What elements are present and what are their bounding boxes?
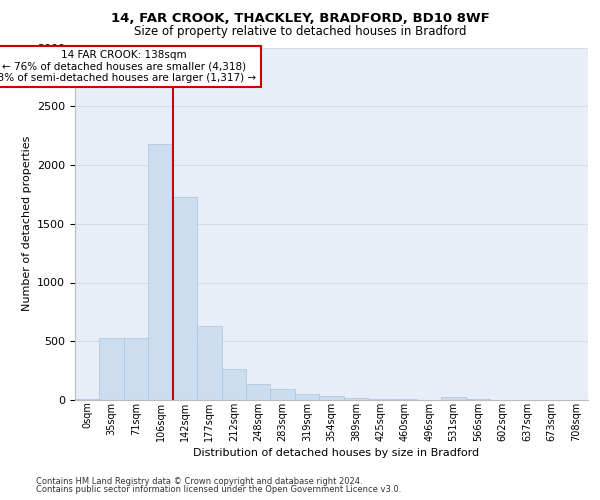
Bar — [344, 398, 368, 400]
Bar — [124, 338, 148, 400]
Text: 14 FAR CROOK: 138sqm
← 76% of detached houses are smaller (4,318)
23% of semi-de: 14 FAR CROOK: 138sqm ← 76% of detached h… — [0, 50, 256, 83]
Y-axis label: Number of detached properties: Number of detached properties — [22, 136, 32, 312]
Bar — [100, 338, 124, 400]
Bar — [271, 390, 295, 400]
Text: Contains public sector information licensed under the Open Government Licence v3: Contains public sector information licen… — [36, 484, 401, 494]
Bar — [197, 326, 221, 400]
Bar — [295, 394, 319, 400]
Bar — [173, 196, 197, 400]
Bar — [319, 396, 344, 400]
Bar — [442, 397, 466, 400]
Bar — [221, 369, 246, 400]
Text: Contains HM Land Registry data © Crown copyright and database right 2024.: Contains HM Land Registry data © Crown c… — [36, 477, 362, 486]
Text: Distribution of detached houses by size in Bradford: Distribution of detached houses by size … — [193, 448, 479, 458]
Text: Size of property relative to detached houses in Bradford: Size of property relative to detached ho… — [134, 25, 466, 38]
Text: 14, FAR CROOK, THACKLEY, BRADFORD, BD10 8WF: 14, FAR CROOK, THACKLEY, BRADFORD, BD10 … — [110, 12, 490, 26]
Bar — [246, 384, 271, 400]
Bar — [148, 144, 173, 400]
